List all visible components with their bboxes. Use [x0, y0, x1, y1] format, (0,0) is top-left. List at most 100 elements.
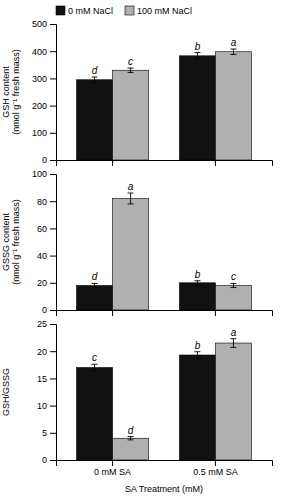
annotation: b [195, 269, 201, 280]
y-tick-mark [50, 378, 56, 379]
series [113, 193, 252, 310]
y-tick-label: 0 [42, 305, 47, 315]
y-axis-line [50, 175, 57, 311]
series [113, 49, 252, 160]
y-tick-mark [50, 201, 56, 202]
y-axis-line [50, 25, 57, 161]
panel: dbca0100200300400500GSH content(nmol g⁻¹… [1, 6, 273, 166]
bar [179, 355, 215, 460]
y-tick: 300 [32, 74, 56, 84]
y-tick: 80 [37, 197, 56, 207]
y-tick-mark [50, 160, 56, 161]
plot-area [77, 193, 252, 310]
annotations: dbca [92, 37, 237, 76]
y-tick-mark [50, 324, 56, 325]
y-tick-label: 40 [37, 251, 47, 261]
x-axis-line [57, 161, 273, 167]
x-tick [112, 160, 113, 166]
bar [113, 198, 149, 310]
bar [215, 343, 251, 460]
y-tick-label: 60 [37, 224, 47, 234]
x-tick-mark [215, 160, 216, 166]
y-tick-mark [50, 433, 56, 434]
y-tick-mark [50, 283, 56, 284]
annotations: cbda [92, 327, 237, 436]
y-tick-label: 0 [42, 155, 47, 165]
error-bar [128, 68, 134, 72]
y-tick: 0 [42, 305, 56, 315]
y-tick: 100 [32, 169, 56, 179]
y-tick: 400 [32, 47, 56, 57]
legend-label: 0 mM NaCl [68, 6, 113, 16]
y-tick: 500 [32, 19, 56, 29]
y-tick-mark [50, 228, 56, 229]
y-tick-label: 25 [37, 319, 47, 329]
y-tick-mark [50, 256, 56, 257]
y-tick: 5 [42, 428, 56, 438]
x-tick-mark [112, 160, 113, 166]
error-bar [92, 77, 98, 82]
y-tick: 20 [37, 347, 56, 357]
x-tick [215, 310, 216, 316]
x-tick [215, 160, 216, 166]
y-axis-title-line: GSH/GSSG [1, 368, 11, 416]
y-tick: 0 [42, 155, 56, 165]
bar [77, 368, 113, 460]
bar [77, 80, 113, 160]
y-tick-label: 400 [32, 47, 47, 57]
plot-area [77, 339, 252, 460]
panel: dbac020406080100GSSG content(nmol g⁻¹ fr… [1, 169, 273, 316]
y-tick-label: 100 [32, 128, 47, 138]
x-tick-mark [112, 310, 113, 316]
y-tick-mark [50, 406, 56, 407]
y-tick: 0 [42, 455, 56, 465]
y-axis-title-line: GSSG content [1, 212, 11, 271]
annotation: c [128, 56, 133, 67]
x-tick-mark [215, 460, 216, 466]
y-tick-mark [50, 351, 56, 352]
annotation: a [231, 37, 237, 48]
error-bar [230, 283, 236, 287]
annotation: b [195, 340, 201, 351]
annotation: a [128, 181, 134, 192]
y-tick-label: 300 [32, 74, 47, 84]
y-tick: 60 [37, 224, 56, 234]
legend-label: 100 mM NaCl [137, 6, 192, 16]
x-tick: 0 mM SA [94, 460, 131, 477]
y-tick: 40 [37, 251, 56, 261]
y-tick-mark [50, 174, 56, 175]
series [77, 53, 216, 160]
error-bar [128, 193, 134, 204]
x-tick [112, 310, 113, 316]
y-tick-label: 20 [37, 278, 47, 288]
y-tick-label: 5 [42, 428, 47, 438]
y-tick-mark [50, 78, 56, 79]
y-tick: 200 [32, 101, 56, 111]
y-tick: 25 [37, 319, 56, 329]
annotation: a [231, 327, 237, 338]
y-tick-mark [50, 24, 56, 25]
y-tick-label: 200 [32, 101, 47, 111]
annotation: d [92, 271, 98, 282]
x-tick-mark [112, 460, 113, 466]
panel: cbda05101520250 mM SA0.5 mM SAGSH/GSSGSA… [1, 319, 273, 494]
error-bar [194, 352, 200, 359]
bar [215, 52, 251, 160]
error-bar [92, 283, 98, 287]
y-tick-label: 80 [37, 197, 47, 207]
series [77, 352, 216, 460]
y-tick-mark [50, 106, 56, 107]
y-axis: 0510152025 [37, 319, 57, 465]
y-tick-label: 100 [32, 169, 47, 179]
x-axis-title: SA Treatment (mM) [125, 484, 203, 494]
y-axis-title: GSSG content(nmol g⁻¹ fresh mass) [1, 199, 21, 285]
bar [113, 438, 149, 460]
y-tick-label: 500 [32, 19, 47, 29]
x-tick-mark [215, 310, 216, 316]
y-tick-mark [50, 460, 56, 461]
error-bar [230, 49, 236, 54]
legend-swatch [56, 6, 65, 15]
series [113, 339, 252, 460]
y-tick-label: 0 [42, 455, 47, 465]
x-axis-line [57, 311, 273, 317]
